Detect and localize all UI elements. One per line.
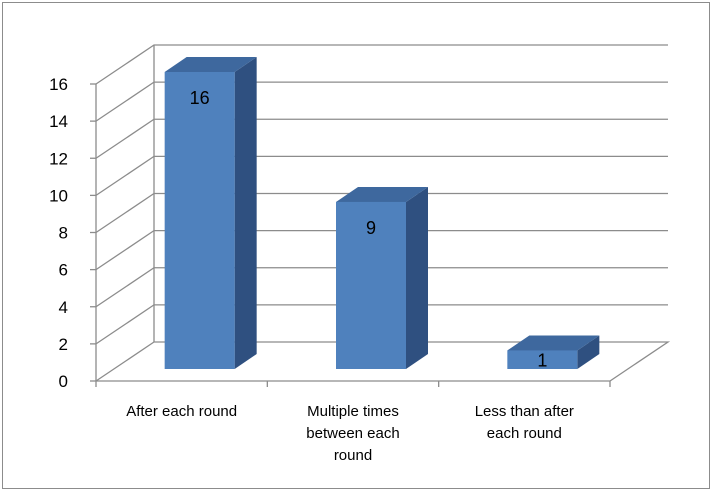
bar-top: [336, 186, 428, 202]
y-tick-label: 10: [49, 186, 68, 205]
y-tick-label: 0: [59, 372, 68, 391]
bar-front: [507, 350, 578, 369]
y-tick-label: 4: [59, 298, 68, 317]
y-tick-label: 8: [59, 224, 68, 243]
y-tick-label: 12: [49, 149, 68, 168]
y-tick-label: 2: [59, 335, 68, 354]
bar-top: [507, 335, 600, 351]
bar-top: [164, 57, 257, 72]
data-label: 16: [190, 88, 210, 108]
y-tick-label: 16: [49, 75, 68, 94]
y-tick-label: 14: [49, 112, 68, 131]
y-tick-label: 6: [59, 261, 68, 280]
bar-side: [577, 335, 600, 369]
x-category-label: After each round: [126, 403, 237, 420]
y-axis-ticks: 0 2 4 6 8 10 12 14 16: [49, 75, 68, 391]
axes: [90, 45, 671, 387]
data-label: 1: [537, 351, 547, 371]
bar-front: [164, 72, 235, 369]
x-category-label: Multiple times between each round: [306, 403, 399, 464]
bar: 9: [336, 186, 428, 369]
x-axis-categories: After each round Multiple times between ea…: [126, 403, 574, 464]
bar: 16: [164, 57, 257, 369]
bar: 1: [507, 335, 600, 371]
bar-front: [336, 201, 406, 369]
bar-side: [234, 57, 257, 369]
data-label: 9: [366, 218, 376, 238]
bar-side: [406, 186, 428, 369]
x-category-label: Less than after each round: [475, 403, 574, 442]
